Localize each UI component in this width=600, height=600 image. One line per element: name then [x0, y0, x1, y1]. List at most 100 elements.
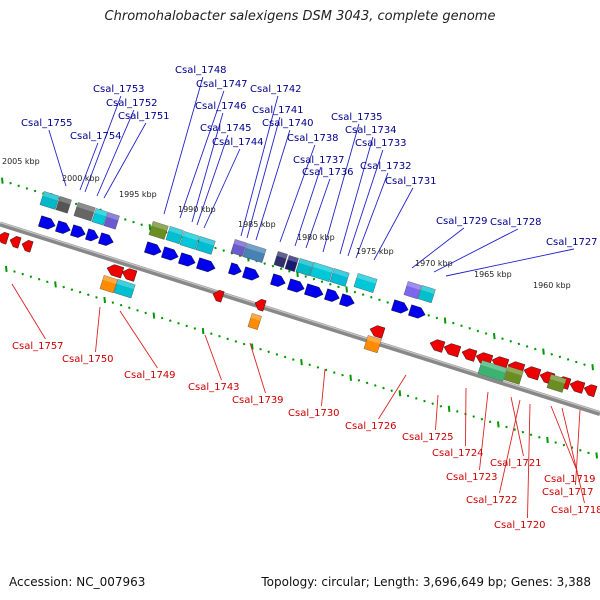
feature-box: [247, 313, 262, 330]
forward-gene-arrow-shape: [161, 246, 179, 261]
forward-gene-arrow-shape: [408, 304, 426, 319]
tick-mark: [488, 420, 492, 424]
forward-callout: [79, 142, 99, 191]
feature-box-shape: [273, 251, 288, 268]
forward-gene-label: Csal_1754: [70, 131, 122, 142]
forward-gene-arrow: [408, 304, 426, 319]
forward-gene-arrow-shape: [391, 299, 409, 314]
tick-mark: [124, 218, 127, 221]
forward-callout: [279, 144, 316, 243]
forward-gene-arrow-shape: [196, 257, 216, 273]
backbone-highlight: [0, 221, 600, 413]
forward-callout: [196, 134, 229, 226]
forward-gene-arrow: [324, 288, 340, 302]
feature-box-shape: [91, 208, 108, 226]
forward-gene-arrow: [391, 299, 409, 314]
tick-mark: [509, 339, 512, 343]
tick-mark: [271, 264, 275, 268]
reverse-gene-arrow-shape: [106, 264, 125, 279]
reverse-gene-arrow-shape: [523, 366, 542, 381]
forward-gene-label: Csal_1744: [212, 137, 264, 148]
reverse-callout: [11, 283, 46, 340]
tick-mark: [378, 298, 381, 302]
forward-gene-arrow-shape: [144, 241, 162, 256]
reverse-gene-label: Csal_1718: [551, 505, 600, 516]
feature-box-shine: [356, 273, 378, 284]
reverse-gene-arrow-shape: [212, 290, 225, 303]
reverse-gene-label: Csal_1720: [494, 520, 546, 531]
feature-box-shape: [39, 191, 60, 210]
feature-box: [309, 262, 334, 282]
tick-mark: [119, 303, 123, 307]
tick-mark: [525, 345, 529, 348]
feature-box-shine: [298, 258, 314, 267]
forward-gene-arrow-shape: [270, 273, 286, 287]
feature-box: [295, 258, 314, 277]
tick-mark: [177, 322, 180, 325]
forward-gene-arrow-shape: [324, 288, 340, 302]
reverse-gene-arrow: [9, 236, 22, 249]
reverse-gene-arrow: [106, 264, 125, 279]
tick-mark: [521, 430, 525, 434]
reverse-gene-arrow: [369, 325, 386, 339]
feature-box: [353, 273, 378, 293]
forward-gene-arrow: [242, 266, 260, 281]
tick-mark: [546, 436, 549, 444]
tick-mark: [263, 262, 266, 265]
feature-box-shine: [76, 202, 96, 213]
tick-mark: [575, 360, 578, 364]
reverse-callout: [479, 391, 489, 471]
tick-mark: [5, 265, 8, 272]
reverse-callout: [249, 342, 266, 394]
feature-box: [55, 196, 72, 214]
reverse-callout: [499, 399, 521, 494]
forward-gene-arrow: [196, 257, 216, 273]
tick-mark: [361, 293, 365, 296]
forward-callout: [347, 149, 384, 257]
tick-mark: [214, 246, 217, 250]
tick-mark: [210, 332, 213, 335]
tick-mark: [349, 374, 352, 381]
tick-mark: [341, 373, 344, 377]
feature-box-shape: [353, 273, 378, 293]
reverse-callout: [321, 368, 326, 407]
tick-mark: [468, 327, 471, 330]
reverse-gene-label: Csal_1723: [446, 472, 498, 483]
feature-box: [284, 255, 299, 272]
gene-labels: Csal_1755 Csal_1754 Csal_1753 Csal_1752 Csal…: [12, 65, 600, 531]
tick-mark: [312, 277, 316, 281]
tick-mark: [193, 327, 197, 330]
feature-box-shine: [420, 285, 436, 294]
reverse-gene-arrow: [0, 232, 10, 245]
tick-mark: [550, 352, 553, 356]
ruler-label: 1960 kbp: [533, 281, 571, 290]
feature-box: [165, 226, 184, 245]
ruler-label: 1970 kbp: [415, 259, 453, 268]
reverse-gene-arrow: [254, 299, 267, 312]
tick-mark: [304, 275, 307, 278]
reverse-gene-label: Csal_1726: [345, 421, 397, 432]
tick-mark: [538, 436, 541, 439]
forward-gene-arrow-shape: [85, 228, 99, 242]
feature-box: [230, 239, 247, 257]
tick-mark: [17, 184, 20, 188]
feature-box: [403, 281, 422, 300]
tick-mark: [329, 282, 332, 286]
feature-box: [113, 279, 136, 299]
feature-box-shape: [417, 285, 436, 304]
feature-box: [273, 251, 288, 268]
ruler-label: 2000 kbp: [62, 174, 100, 183]
feature-box: [329, 268, 350, 287]
feature-box-shape: [242, 243, 267, 263]
forward-callout: [294, 166, 322, 247]
tick-mark: [484, 332, 488, 335]
tick-mark: [201, 327, 205, 335]
tick-mark: [382, 386, 385, 390]
forward-gene-arrow: [38, 215, 56, 230]
tick-mark: [558, 355, 562, 359]
reverse-callout: [378, 374, 407, 420]
forward-gene-label: Csal_1747: [196, 79, 248, 90]
forward-gene-label: Csal_1745: [200, 123, 252, 134]
reverse-callout: [510, 396, 524, 457]
forward-gene-arrow-shape: [70, 224, 86, 238]
